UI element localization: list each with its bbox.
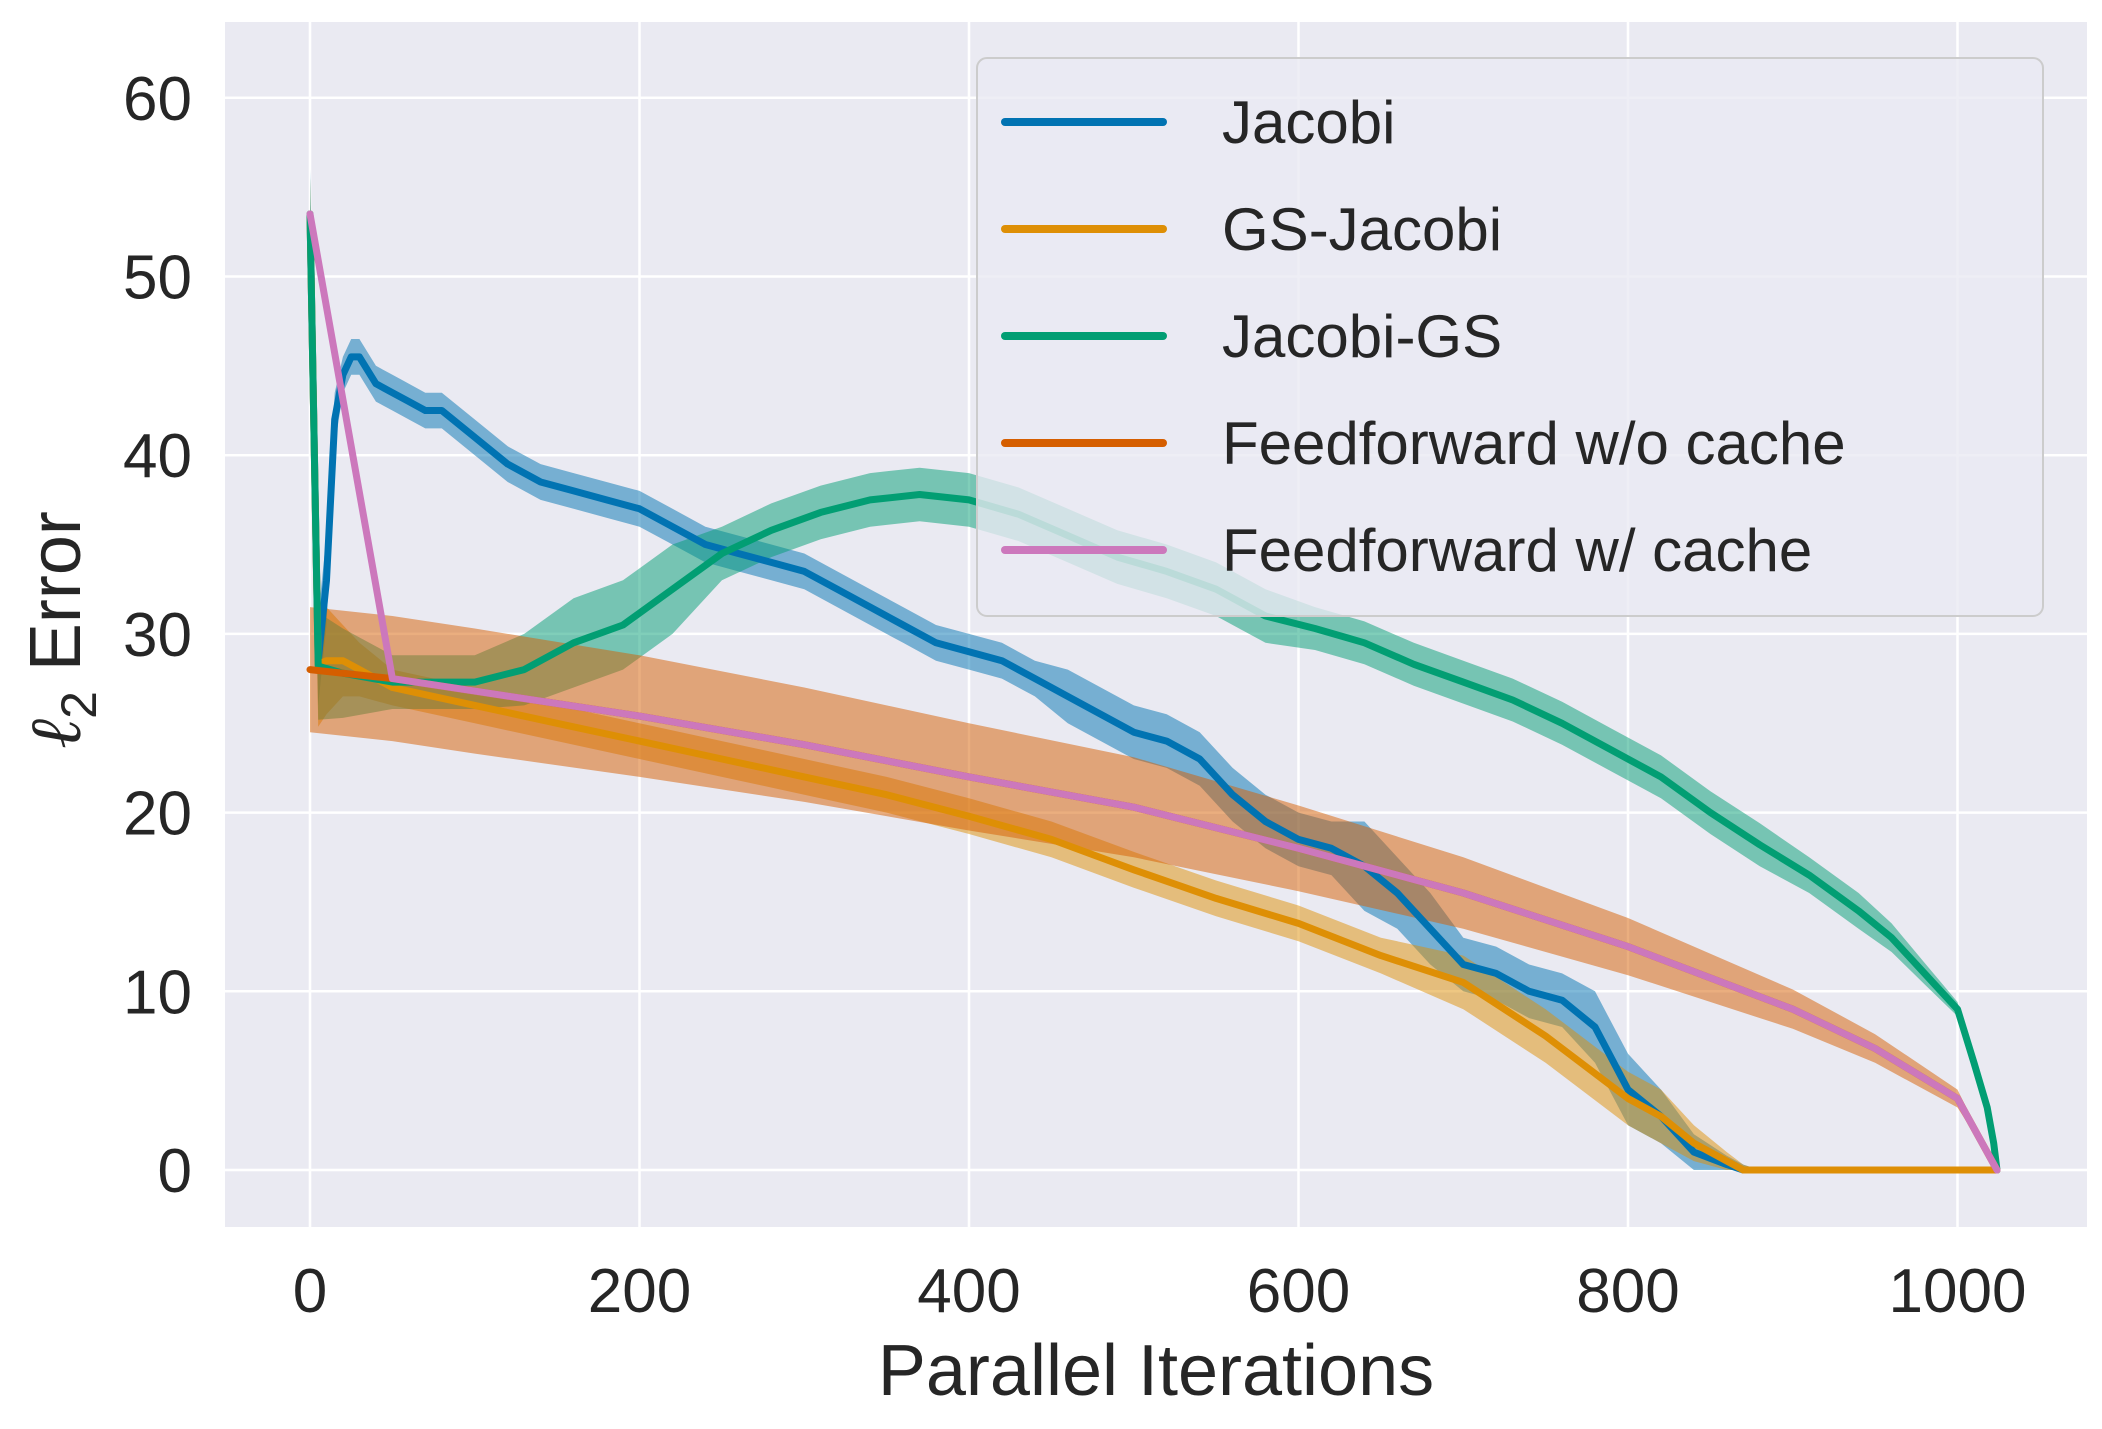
y-tick-label: 10	[123, 958, 192, 1027]
legend-frame	[976, 57, 2044, 617]
y-axis-label-subscript: 2	[51, 691, 107, 719]
x-tick-label: 200	[588, 1257, 691, 1326]
x-tick-label: 600	[1247, 1257, 1350, 1326]
y-axis-label-symbol: ℓ	[13, 719, 97, 749]
x-tick-label: 400	[917, 1257, 1020, 1326]
legend: Jacobi GS-Jacobi Jacobi-GS Feedforward w/o …	[976, 57, 2044, 617]
y-tick-label: 20	[123, 780, 192, 849]
y-tick-label: 50	[123, 244, 192, 313]
legend-label-feedforward-w-cache: Feedforward w/ cache	[1222, 517, 1812, 584]
legend-label-gs-jacobi: GS-Jacobi	[1222, 196, 1502, 263]
tick-labels: 0 200 400 600 800 1000 0 10 20 30 40 50 60	[123, 65, 2026, 1326]
y-tick-label: 30	[123, 601, 192, 670]
legend-label-jacobi-gs: Jacobi-GS	[1222, 303, 1502, 370]
feedforward-w-cache-line	[306, 210, 2001, 1174]
jacobi-line	[306, 210, 2001, 1174]
y-axis-label: ℓ2 Error	[13, 511, 107, 749]
x-tick-label: 0	[293, 1257, 327, 1326]
y-tick-label: 60	[123, 65, 192, 134]
feedforward-w-o-cache-band	[310, 607, 1997, 1170]
x-tick-label: 1000	[1889, 1257, 2027, 1326]
legend-entries: Jacobi GS-Jacobi Jacobi-GS Feedforward w/o …	[1001, 89, 1846, 584]
x-axis-label: Parallel Iterations	[878, 1331, 1434, 1411]
legend-label-feedforward-w-o-cache: Feedforward w/o cache	[1222, 410, 1846, 477]
y-tick-label: 40	[123, 422, 192, 491]
y-axis-label-text: Error	[16, 511, 96, 671]
legend-label-jacobi: Jacobi	[1222, 89, 1395, 156]
series-lines	[306, 210, 2001, 1174]
y-tick-label: 0	[158, 1137, 192, 1206]
x-tick-label: 800	[1576, 1257, 1679, 1326]
